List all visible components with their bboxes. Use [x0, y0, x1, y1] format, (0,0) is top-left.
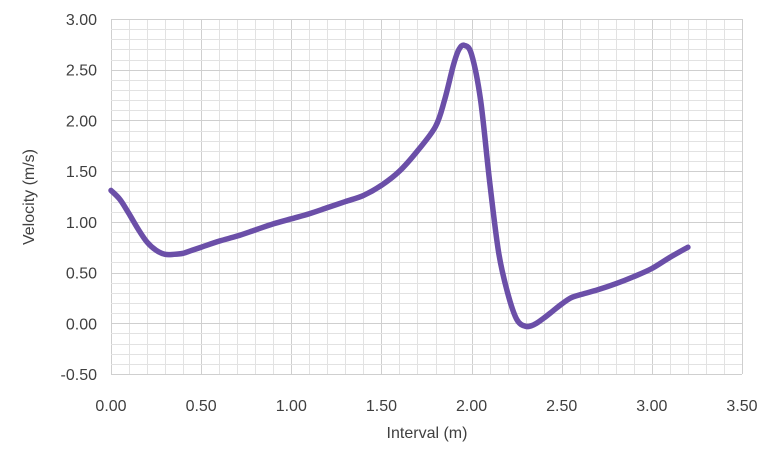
y-tick-label: 2.00	[66, 113, 97, 130]
x-tick-label: 2.00	[456, 398, 487, 415]
y-tick-label: 1.00	[66, 215, 97, 232]
x-tick-label: 0.00	[95, 398, 126, 415]
x-axis-title: Interval (m)	[387, 425, 468, 442]
y-tick-labels: 3.00 2.50 2.00 1.50 1.00 0.50 0.00 -0.50	[61, 12, 98, 384]
x-tick-label: 3.00	[636, 398, 667, 415]
x-tick-labels: 0.00 0.50 1.00 1.50 2.00 2.50 3.00 3.50	[95, 398, 757, 415]
grid-layer	[111, 19, 743, 375]
y-tick-label: 1.50	[66, 164, 97, 181]
series-layer	[108, 42, 691, 330]
x-tick-label: 2.50	[546, 398, 577, 415]
y-tick-label: -0.50	[61, 367, 98, 384]
y-tick-label: 3.00	[66, 12, 97, 29]
y-tick-label: 0.00	[66, 316, 97, 333]
y-axis-title: Velocity (m/s)	[21, 149, 38, 245]
y-tick-label: 0.50	[66, 266, 97, 283]
x-tick-label: 0.50	[186, 398, 217, 415]
x-tick-label: 3.50	[726, 398, 757, 415]
x-tick-label: 1.00	[276, 398, 307, 415]
velocity-series-line	[108, 42, 691, 330]
x-tick-label: 1.50	[366, 398, 397, 415]
y-tick-label: 2.50	[66, 63, 97, 80]
